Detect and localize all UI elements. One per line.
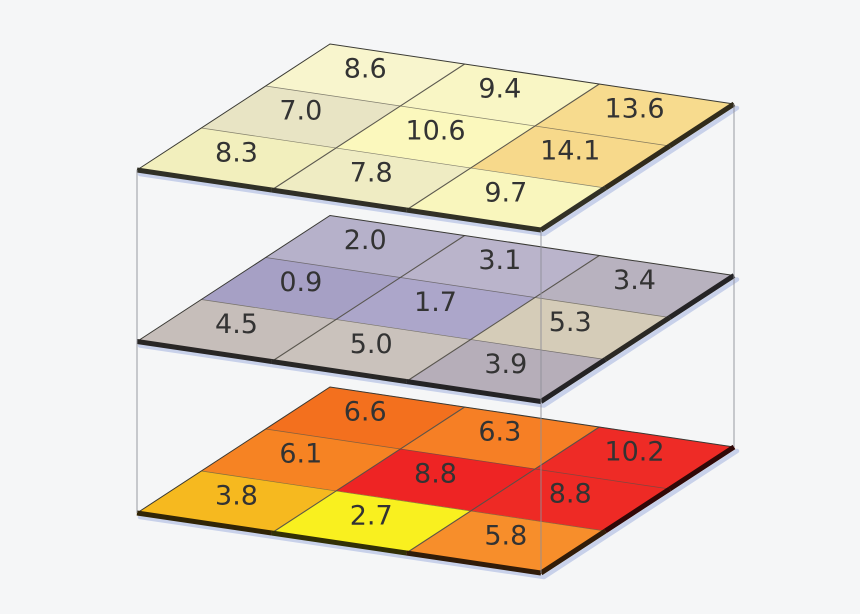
layer-front-edge [271, 187, 407, 213]
cell-value-label: 7.0 [279, 96, 322, 127]
cell-value-label: 2.7 [350, 501, 393, 532]
layer-front-edge [136, 339, 273, 364]
cell-value-label: 9.7 [484, 178, 527, 209]
layer-front-edge [136, 510, 273, 536]
layer-right-edge [539, 357, 607, 404]
grid-column-line [271, 235, 465, 362]
cell-value-label: 8.8 [549, 479, 592, 510]
cell-value-label: 7.8 [350, 158, 393, 189]
grid-row-line [201, 127, 606, 189]
grid-row-line [265, 428, 670, 490]
layer-front-edge [271, 359, 407, 384]
layer-back-outline [136, 386, 735, 514]
grid-column-line [271, 406, 465, 534]
cell-value-label: 6.6 [344, 397, 387, 428]
cell-value-label: 10.2 [604, 437, 664, 468]
layer-front-edge [136, 167, 273, 193]
cell-value-label: 3.1 [478, 245, 521, 276]
grid-column-line [406, 83, 600, 211]
cell-value-label: 6.3 [478, 417, 521, 448]
layer-right-edge [603, 143, 672, 191]
cell-value-label: 3.4 [613, 265, 656, 296]
cell-value-label: 8.8 [414, 459, 457, 490]
cell-value-label: 10.6 [405, 116, 465, 147]
layer-back-outline [136, 43, 735, 171]
layer-right-edge [668, 273, 736, 320]
cell-value-label: 3.8 [215, 481, 258, 512]
cell-value-label: 5.8 [484, 521, 527, 552]
grid-column-line [406, 255, 600, 382]
cell-value-label: 9.4 [478, 74, 521, 105]
cell-value-label: 6.1 [279, 439, 322, 470]
cell-value-label: 4.5 [215, 309, 258, 340]
layer-right-edge [539, 528, 607, 576]
grid-row-line [201, 299, 606, 360]
layer-edge-shadow [137, 105, 740, 237]
cell-value-label: 2.0 [344, 225, 387, 256]
cell-value-label: 1.7 [414, 287, 457, 318]
layer-right-edge [668, 444, 736, 492]
cell-value-label: 0.9 [279, 267, 322, 298]
cell-value-label: 14.1 [540, 136, 600, 167]
layer-front-edge [405, 379, 542, 404]
grid-row-line [265, 85, 670, 147]
layer-front-edge [405, 207, 542, 233]
layer-right-edge [603, 486, 672, 534]
cell-value-label: 5.0 [350, 329, 393, 360]
layer-front-edge [405, 550, 542, 576]
cell-value-label: 13.6 [604, 94, 664, 125]
grid-column-line [406, 426, 600, 554]
cell-value-label: 8.6 [344, 54, 387, 85]
layer-front-edge [271, 530, 407, 556]
layer-right-edge [603, 315, 672, 362]
layer-right-edge [668, 101, 736, 149]
layer-right-edge [539, 185, 607, 233]
layer-back-outline [136, 214, 735, 342]
layer-edge-shadow [137, 277, 740, 408]
layer-edge-shadow [137, 448, 740, 580]
cell-value-label: 5.3 [549, 307, 592, 338]
grid-row-line [265, 257, 670, 318]
cell-value-label: 3.9 [484, 349, 527, 380]
cell-value-label: 8.3 [215, 138, 258, 169]
grid-row-line [201, 470, 606, 532]
grid-column-line [271, 63, 465, 191]
